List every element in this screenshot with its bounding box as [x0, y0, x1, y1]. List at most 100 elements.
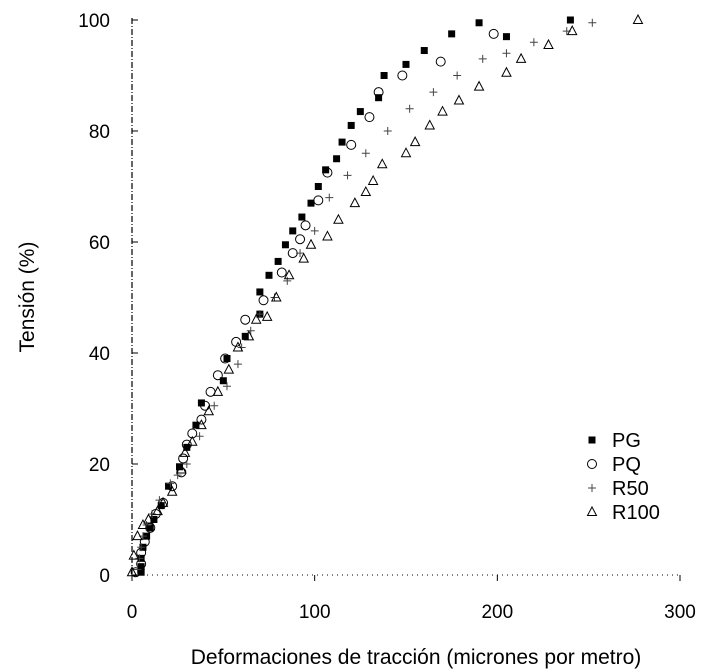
point-pq [220, 353, 231, 364]
point-pg [223, 355, 231, 363]
point-pq [136, 558, 147, 569]
point-pg [298, 213, 306, 221]
x-tick-label: 200 [481, 602, 513, 623]
point-pq [181, 439, 192, 450]
point-pg [241, 332, 249, 340]
point-pg [219, 377, 227, 385]
point-pg [150, 516, 158, 523]
point-r100 [305, 238, 317, 249]
point-r100 [132, 530, 143, 541]
point-r50 [195, 432, 204, 441]
point-pg [356, 108, 364, 116]
series-pg [137, 16, 574, 576]
point-pq [488, 28, 499, 39]
point-r100 [333, 213, 344, 224]
point-pg [307, 199, 315, 207]
point-r50 [405, 104, 414, 113]
point-r100 [632, 13, 644, 24]
point-pg [274, 257, 282, 265]
point-r50 [478, 54, 487, 63]
point-r50 [361, 149, 370, 158]
point-r100 [360, 185, 372, 197]
y-axis-ticks: 0 20 40 60 80 100 [78, 11, 138, 587]
point-r100 [566, 25, 578, 36]
point-pq [364, 112, 375, 123]
plot-area [131, 18, 680, 576]
legend-item-r50: R50 [588, 478, 649, 500]
point-r100 [143, 513, 154, 524]
point-r50 [222, 382, 231, 391]
point-r100 [186, 435, 198, 446]
point-pg [146, 524, 154, 532]
point-r50 [429, 88, 438, 97]
point-r100 [270, 291, 282, 302]
point-pq [373, 87, 384, 98]
point-pq [313, 195, 324, 206]
point-r50 [135, 554, 144, 563]
x-tick-label: 0 [127, 602, 138, 623]
point-pg [281, 241, 289, 249]
point-r100 [400, 147, 412, 158]
point-pg [402, 60, 410, 68]
point-pq [346, 139, 357, 150]
legend-marker-pq [587, 459, 597, 469]
point-r100 [243, 330, 255, 341]
point-pg [256, 288, 264, 296]
point-pq [196, 414, 207, 425]
point-pq [200, 400, 211, 411]
point-pq [295, 234, 306, 245]
y-tick-label: 0 [99, 566, 110, 587]
point-r100 [152, 505, 163, 516]
point-r100 [437, 105, 448, 116]
point-r100 [212, 385, 224, 396]
point-r50 [182, 460, 191, 468]
point-r50 [246, 326, 255, 335]
legend-label: PG [612, 430, 641, 452]
point-r100 [128, 549, 140, 560]
point-pg [157, 502, 165, 510]
point-r100 [126, 566, 138, 577]
series-r50 [133, 18, 597, 574]
point-r100 [232, 341, 244, 352]
point-r100 [223, 363, 235, 374]
point-pg [175, 463, 183, 471]
x-axis-ticks: 0 100 200 300 [127, 575, 696, 623]
point-r100 [515, 52, 527, 63]
point-pq [167, 481, 178, 492]
point-r100 [203, 405, 215, 416]
legend-marker-r50 [588, 484, 596, 492]
x-axis-title: Deformaciones de tracción (micrones por … [191, 646, 642, 669]
point-pq [178, 453, 189, 464]
point-pq [435, 56, 446, 67]
point-r50 [529, 38, 538, 47]
point-r100 [322, 230, 333, 241]
legend-item-r100: R100 [586, 502, 660, 524]
point-pq [187, 428, 198, 439]
point-r100 [179, 446, 191, 457]
point-pg [289, 227, 297, 235]
data-points [126, 13, 644, 578]
legend-label: R100 [612, 502, 660, 524]
point-pg [502, 33, 510, 41]
legend-item-pq: PQ [587, 454, 641, 476]
y-tick-label: 60 [89, 233, 110, 254]
point-r100 [424, 119, 436, 130]
point-r50 [166, 479, 175, 488]
legend-marker-pg [588, 436, 596, 444]
point-pg [333, 155, 341, 163]
point-pg [338, 138, 346, 146]
point-r50 [133, 565, 142, 574]
point-r50 [270, 293, 279, 302]
legend-marker-r100 [586, 505, 598, 516]
y-axis-title: Tensión (%) [16, 242, 39, 353]
point-r50 [233, 360, 242, 369]
point-pg [137, 568, 145, 576]
point-r100 [137, 518, 149, 530]
point-pq [322, 167, 333, 178]
point-r100 [367, 174, 379, 185]
point-r50 [255, 310, 264, 319]
point-r100 [175, 463, 187, 474]
point-pq [212, 370, 223, 381]
series-pq [130, 28, 499, 578]
point-r50 [283, 276, 292, 285]
